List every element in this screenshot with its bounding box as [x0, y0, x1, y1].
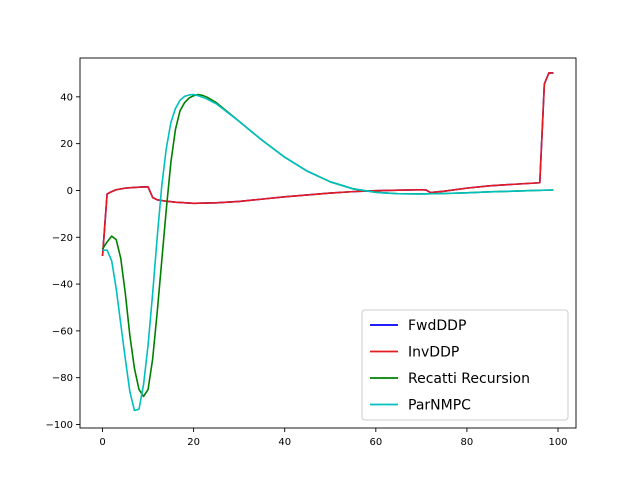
y-tick-label-3: −40 — [52, 280, 73, 291]
y-tick-label-6: 20 — [60, 139, 73, 150]
y-tick-label-0: −100 — [46, 420, 73, 431]
x-tick-label-5: 100 — [548, 437, 567, 448]
x-tick-label-0: 0 — [99, 437, 105, 448]
y-tick-label-2: −60 — [52, 326, 73, 337]
y-tick-label-5: 0 — [67, 186, 73, 197]
series-layer — [101, 72, 554, 412]
y-tick-label-7: 40 — [60, 92, 73, 103]
axes-layer: 0 20 40 60 80 100 −100 −80 −60 −40 −20 0 20 40 — [46, 57, 577, 448]
y-tick-label-1: −80 — [52, 373, 73, 384]
legend-label-1: InvDDP — [408, 345, 459, 361]
axes-frame — [79, 57, 577, 429]
y-tick-label-4: −20 — [52, 233, 73, 244]
x-tick-label-2: 40 — [278, 437, 291, 448]
x-tick-label-1: 20 — [187, 437, 200, 448]
x-tick-label-3: 60 — [369, 437, 382, 448]
legend: FwdDDP InvDDP Recatti Recursion ParNMPC — [361, 309, 569, 421]
legend-label-3: ParNMPC — [408, 398, 471, 414]
legend-label-0: FwdDDP — [408, 318, 466, 334]
x-tick-label-4: 80 — [461, 437, 474, 448]
series-line-1 — [101, 72, 554, 257]
legend-label-2: Recatti Recursion — [408, 371, 530, 387]
series-line-3 — [102, 93, 554, 412]
legend-box — [361, 309, 569, 421]
